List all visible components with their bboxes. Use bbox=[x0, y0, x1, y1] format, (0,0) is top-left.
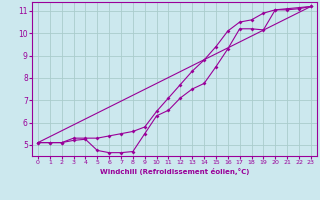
X-axis label: Windchill (Refroidissement éolien,°C): Windchill (Refroidissement éolien,°C) bbox=[100, 168, 249, 175]
